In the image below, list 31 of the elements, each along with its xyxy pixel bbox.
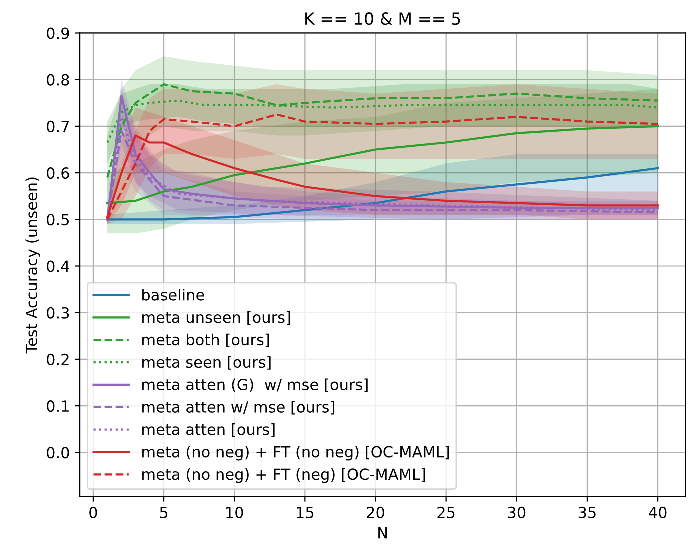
legend-label: meta atten (G) w/ mse [ours] — [142, 378, 368, 392]
legend-label: meta both [ours] — [142, 334, 270, 348]
y-tick-label: 0.2 — [47, 354, 69, 366]
legend-label: baseline — [142, 289, 204, 301]
y-tick-label: 0.6 — [47, 168, 70, 180]
y-tick-label: 0.9 — [47, 28, 70, 40]
x-tick-label: 35 — [578, 506, 596, 518]
legend-label: meta (no neg) + FT (neg) [OC-MAML] — [142, 468, 426, 484]
legend-label: meta atten [ours] — [142, 424, 275, 438]
legend-label: meta unseen [ours] — [142, 311, 290, 326]
x-tick-label: 5 — [160, 507, 168, 518]
x-tick-label: 0 — [90, 506, 98, 518]
y-tick-label: 0.8 — [47, 74, 70, 86]
chart-title: K == 10 & M == 5 — [306, 12, 460, 26]
legend-label: meta atten w/ mse [ours] — [142, 401, 334, 415]
y-tick-label: 0.5 — [47, 214, 69, 226]
y-tick-label: 0.7 — [47, 120, 70, 132]
y-tick-label: 0.3 — [47, 307, 70, 319]
x-tick-label: 20 — [367, 506, 384, 518]
x-tick-label: 10 — [226, 506, 244, 518]
y-axis-title: Test Accuracy (unseen) — [26, 178, 40, 354]
x-tick-label: 25 — [438, 506, 455, 518]
y-tick-label: 0.1 — [47, 400, 69, 412]
x-tick-label: 15 — [297, 507, 314, 518]
x-tick-label: 30 — [508, 506, 526, 518]
y-tick-label: 0.0 — [47, 447, 70, 459]
legend-label: meta seen [ours] — [142, 356, 271, 370]
x-tick-label: 40 — [649, 506, 667, 518]
legend-label: meta (no neg) + FT (no neg) [OC-MAML] — [142, 446, 450, 461]
x-axis-title: N — [378, 527, 388, 539]
y-tick-label: 0.4 — [47, 260, 70, 272]
